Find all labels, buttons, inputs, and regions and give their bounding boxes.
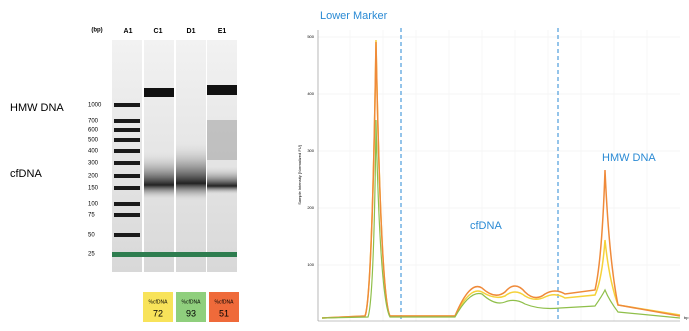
y-tick-label: 100 xyxy=(307,262,314,267)
gel: HMW DNA cfDNA (bp) A1 C1 D1 E1 1000 700 60… xyxy=(10,28,239,322)
electropherogram: 500 400 300 200 100 Sample Intensity [Normal… xyxy=(297,10,689,322)
y-axis-label: Sample Intensity [Normalized FU] xyxy=(297,145,302,205)
ladder-label: 500 xyxy=(88,138,99,144)
score-box xyxy=(143,292,173,322)
ladder-band xyxy=(114,213,140,217)
band xyxy=(207,85,237,95)
band xyxy=(144,150,174,200)
region-label: HMW DNA xyxy=(10,102,64,114)
lane-label: E1 xyxy=(218,28,227,35)
ladder-label: 75 xyxy=(88,213,95,219)
ladder-band xyxy=(114,233,140,237)
unit-label: (bp) xyxy=(91,28,102,34)
ladder-label: 400 xyxy=(88,149,99,155)
ladder-label: 50 xyxy=(88,233,95,239)
ladder: 1000 700 600 500 400 300 200 150 100 75 50 25 xyxy=(88,103,140,258)
ladder-label: 1000 xyxy=(88,103,102,109)
score-label: %cfDNA xyxy=(182,299,202,305)
ladder-band xyxy=(114,138,140,142)
score-box xyxy=(209,292,239,322)
band xyxy=(207,165,237,195)
y-tick-label: 400 xyxy=(307,91,314,96)
band xyxy=(144,88,174,97)
score-label: %cfDNA xyxy=(215,299,235,305)
band xyxy=(176,140,206,202)
ladder-band xyxy=(114,161,140,165)
annotation: Lower Marker xyxy=(320,10,388,22)
ladder-band xyxy=(114,149,140,153)
ladder-band xyxy=(114,202,140,206)
score-value: 93 xyxy=(186,308,196,318)
lane-label: D1 xyxy=(187,28,196,35)
ladder-band xyxy=(114,174,140,178)
ladder-band xyxy=(114,186,140,190)
score-label: %cfDNA xyxy=(149,299,169,305)
band xyxy=(207,120,237,160)
grid: 500 400 300 200 100 xyxy=(307,30,680,321)
trace xyxy=(321,41,681,319)
score-box xyxy=(176,292,206,322)
ladder-label: 100 xyxy=(88,202,99,208)
ladder-band xyxy=(114,128,140,132)
region-label: cfDNA xyxy=(10,168,42,180)
ladder-band xyxy=(114,103,140,107)
y-tick-label: 500 xyxy=(307,34,314,39)
x-axis-label: bp xyxy=(684,315,689,320)
annotation: cfDNA xyxy=(470,220,502,232)
y-tick-label: 300 xyxy=(307,148,314,153)
lane xyxy=(112,40,142,272)
marker-band xyxy=(112,252,237,257)
ladder-label: 25 xyxy=(88,252,95,258)
score-value: 72 xyxy=(153,308,163,318)
ladder-label: 700 xyxy=(88,119,99,125)
annotation: HMW DNA xyxy=(602,152,656,164)
ladder-label: 150 xyxy=(88,186,99,192)
y-tick-label: 200 xyxy=(307,205,314,210)
ladder-label: 600 xyxy=(88,128,99,134)
score-value: 51 xyxy=(219,308,229,318)
ladder-band xyxy=(114,119,140,123)
trace xyxy=(321,119,681,319)
lane-label: C1 xyxy=(154,28,163,35)
ladder-label: 300 xyxy=(88,161,99,167)
lane-label: A1 xyxy=(124,28,133,35)
ladder-label: 200 xyxy=(88,174,99,180)
